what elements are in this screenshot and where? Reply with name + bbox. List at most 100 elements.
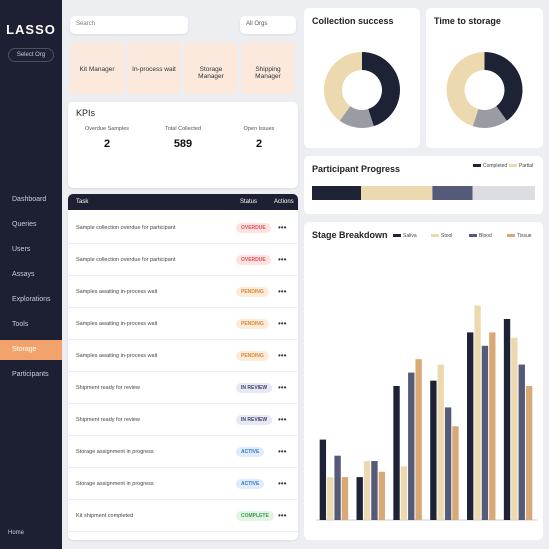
donut-segment — [484, 52, 523, 121]
status-pill: PENDING — [236, 287, 269, 297]
legend-swatch — [469, 234, 477, 237]
task-card[interactable]: Shipping Manager — [241, 42, 295, 94]
bar — [356, 477, 363, 520]
row-actions[interactable]: ••• — [278, 319, 287, 328]
bar — [363, 461, 371, 520]
row-actions[interactable]: ••• — [278, 415, 287, 424]
bar — [415, 359, 422, 520]
task-text: Kit shipment completed — [76, 513, 134, 519]
legend-label: Completed — [483, 163, 507, 169]
bar — [518, 364, 525, 520]
table-row: Shipment ready for review IN REVIEW ••• — [68, 404, 298, 436]
bar — [444, 407, 452, 520]
header-cell: Status — [240, 199, 258, 205]
donut-segment — [339, 106, 374, 128]
table-row: Samples awaiting in-process wait PENDING •… — [68, 276, 298, 308]
task-text: Samples awaiting in-process wait — [76, 353, 158, 359]
bar — [371, 461, 378, 520]
status-pill: IN REVIEW — [236, 415, 273, 425]
nav-item[interactable]: Users — [12, 246, 31, 253]
row-actions[interactable]: ••• — [278, 511, 287, 520]
nav-item[interactable]: Storage — [0, 340, 62, 360]
bar — [334, 455, 341, 520]
row-actions[interactable]: ••• — [278, 383, 287, 392]
table-row: Storage assignment in progress ACTIVE ••• — [68, 436, 298, 468]
legend-label: Saliva — [403, 233, 417, 239]
task-text: Samples awaiting in-process wait — [76, 321, 158, 327]
legend-swatch — [393, 234, 401, 237]
task-card[interactable]: Storage Manager — [184, 42, 238, 94]
table-row: Samples awaiting in-process wait PENDING •… — [68, 340, 298, 372]
legend-label: Partial — [519, 163, 533, 169]
row-actions[interactable]: ••• — [278, 479, 287, 488]
task-text: Storage assignment in progress — [76, 481, 154, 487]
progress-segment — [361, 186, 433, 200]
table-row: Samples awaiting in-process wait PENDING •… — [68, 308, 298, 340]
bar — [452, 426, 459, 520]
chart-title: Stage Breakdown — [312, 230, 388, 240]
nav-item[interactable]: Dashboard — [12, 196, 47, 203]
kpi-value: 2 — [103, 138, 111, 150]
status-pill: COMPLETE — [236, 511, 274, 521]
legend-label: Tissue — [517, 233, 532, 239]
bar — [503, 319, 511, 520]
nav-item[interactable]: Assays — [12, 271, 35, 278]
bar — [525, 386, 533, 520]
filter-select[interactable]: All Orgs — [240, 16, 296, 34]
nav-item[interactable]: Queries — [12, 221, 37, 228]
table-header: Task Status Actions — [68, 194, 298, 210]
bar — [430, 380, 437, 520]
legend-label: Stool — [441, 233, 452, 239]
row-actions[interactable]: ••• — [278, 351, 287, 360]
status-pill: ACTIVE — [236, 479, 265, 489]
status-pill: PENDING — [236, 351, 269, 361]
org-select[interactable]: Select Org — [8, 48, 54, 62]
legend-swatch — [507, 234, 515, 237]
table-row: Sample collection overdue for participan… — [68, 244, 298, 276]
kpi-title: KPIs — [76, 108, 96, 118]
donut-segment — [446, 52, 485, 127]
task-text: Sample collection overdue for participan… — [76, 225, 176, 231]
task-card[interactable]: In-process wait — [127, 42, 181, 94]
status-pill: OVERDUE — [236, 255, 271, 265]
logo: LASSO — [6, 22, 56, 37]
kpi-value: 2 — [255, 138, 263, 150]
bar — [378, 471, 385, 520]
chart-title: Collection success — [312, 16, 394, 26]
donut-segment — [472, 106, 507, 129]
donut-segment — [324, 52, 362, 121]
task-card[interactable]: Kit Manager — [70, 42, 124, 94]
legend-swatch — [509, 164, 517, 167]
status-pill: IN REVIEW — [236, 383, 273, 393]
task-text: Shipment ready for review — [76, 385, 140, 391]
table-row: Shipment ready for review IN REVIEW ••• — [68, 372, 298, 404]
chart-title: Time to storage — [434, 16, 501, 26]
nav-item[interactable]: Explorations — [12, 296, 51, 303]
status-pill: OVERDUE — [236, 223, 271, 233]
bar — [393, 386, 400, 520]
row-actions[interactable]: ••• — [278, 287, 287, 296]
legend-label: Blood — [479, 233, 492, 239]
task-text: Storage assignment in progress — [76, 449, 154, 455]
task-text: Samples awaiting in-process wait — [76, 289, 158, 295]
sidebar: LASSO Select Org Home Dashboard Queries Us… — [0, 0, 62, 549]
kpi-label: Overdue Samples — [84, 126, 130, 132]
row-actions[interactable]: ••• — [278, 447, 287, 456]
header-cell: Task — [76, 199, 89, 205]
bar — [511, 337, 518, 520]
status-pill: PENDING — [236, 319, 269, 329]
nav-item[interactable]: Tools — [12, 321, 29, 328]
task-text: Sample collection overdue for participan… — [76, 257, 176, 263]
bar — [400, 466, 408, 520]
nav-item[interactable]: Participants — [12, 371, 49, 378]
donut-segment — [362, 52, 400, 127]
task-text: Shipment ready for review — [76, 417, 140, 423]
legend-swatch — [473, 164, 481, 167]
footer-link[interactable]: Home — [8, 530, 25, 536]
row-actions[interactable]: ••• — [278, 255, 287, 264]
search-box[interactable]: Search — [70, 16, 188, 34]
bar — [474, 305, 481, 520]
row-actions[interactable]: ••• — [278, 223, 287, 232]
